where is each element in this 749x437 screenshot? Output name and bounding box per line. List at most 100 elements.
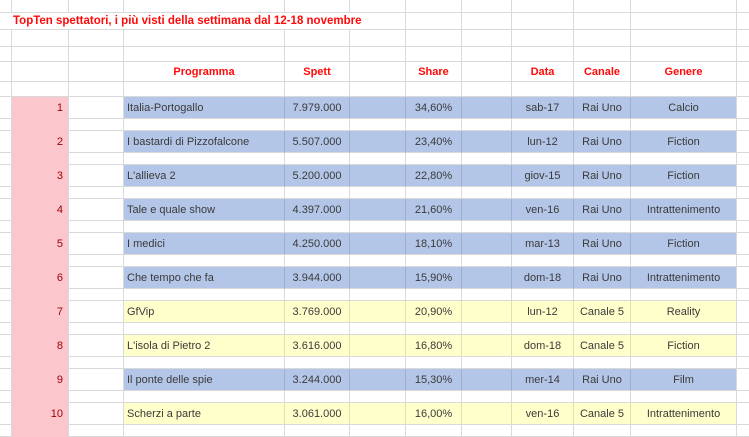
spett-cell[interactable]: 5.200.000 (285, 165, 350, 187)
data-cell[interactable]: giov-15 (512, 165, 574, 187)
canale-cell[interactable]: Rai Uno (574, 369, 631, 391)
canale-cell[interactable]: Rai Uno (574, 233, 631, 255)
empty-cell (124, 119, 285, 131)
rank-cell[interactable]: 10 (12, 403, 69, 425)
empty-cell (0, 255, 12, 267)
empty-band-cell (350, 233, 406, 255)
rank-cell[interactable]: 3 (12, 165, 69, 187)
empty-cell (737, 82, 749, 97)
genere-cell[interactable]: Intrattenimento (631, 403, 737, 425)
genere-cell[interactable]: Fiction (631, 233, 737, 255)
canale-cell[interactable]: Canale 5 (574, 301, 631, 323)
programma-cell[interactable]: GfVip (124, 301, 285, 323)
programma-cell[interactable]: I bastardi di Pizzofalcone (124, 131, 285, 153)
canale-cell[interactable]: Rai Uno (574, 131, 631, 153)
share-cell[interactable]: 15,30% (406, 369, 462, 391)
rank-cell[interactable]: 9 (12, 369, 69, 391)
rank-cell[interactable]: 8 (12, 335, 69, 357)
data-cell[interactable]: dom-18 (512, 267, 574, 289)
share-cell[interactable]: 22,80% (406, 165, 462, 187)
data-cell[interactable]: ven-16 (512, 199, 574, 221)
share-cell[interactable]: 20,90% (406, 301, 462, 323)
genere-cell[interactable]: Film (631, 369, 737, 391)
header-share[interactable]: Share (406, 62, 462, 82)
empty-cell (406, 187, 462, 199)
empty-cell (737, 97, 749, 119)
rank-cell[interactable]: 4 (12, 199, 69, 221)
header-genere[interactable]: Genere (631, 62, 737, 82)
empty-cell (124, 357, 285, 369)
canale-cell[interactable]: Canale 5 (574, 335, 631, 357)
canale-cell[interactable]: Rai Uno (574, 97, 631, 119)
genere-cell[interactable]: Intrattenimento (631, 267, 737, 289)
data-cell[interactable]: sab-17 (512, 97, 574, 119)
empty-band-cell (462, 131, 512, 153)
rank-cell[interactable]: 6 (12, 267, 69, 289)
spett-cell[interactable]: 3.944.000 (285, 267, 350, 289)
header-programma[interactable]: Programma (124, 62, 285, 82)
spett-cell[interactable]: 4.397.000 (285, 199, 350, 221)
empty-cell (285, 357, 350, 369)
share-cell[interactable]: 16,80% (406, 335, 462, 357)
rank-cell[interactable]: 5 (12, 233, 69, 255)
spett-cell[interactable]: 5.507.000 (285, 131, 350, 153)
spett-cell[interactable]: 4.250.000 (285, 233, 350, 255)
share-cell[interactable]: 34,60% (406, 97, 462, 119)
programma-cell[interactable]: Tale e quale show (124, 199, 285, 221)
data-cell[interactable]: lun-12 (512, 301, 574, 323)
data-cell[interactable]: dom-18 (512, 335, 574, 357)
rank-cell[interactable]: 7 (12, 301, 69, 323)
genere-cell[interactable]: Fiction (631, 335, 737, 357)
rank-cell[interactable]: 1 (12, 97, 69, 119)
empty-cell (0, 131, 12, 153)
programma-cell[interactable]: Il ponte delle spie (124, 369, 285, 391)
programma-cell[interactable]: I medici (124, 233, 285, 255)
empty-cell (737, 0, 749, 13)
spett-cell[interactable]: 7.979.000 (285, 97, 350, 119)
data-cell[interactable]: ven-16 (512, 403, 574, 425)
programma-cell[interactable]: Che tempo che fa (124, 267, 285, 289)
canale-cell[interactable]: Rai Uno (574, 165, 631, 187)
spett-cell[interactable]: 3.616.000 (285, 335, 350, 357)
genere-cell[interactable]: Fiction (631, 165, 737, 187)
share-cell[interactable]: 16,00% (406, 403, 462, 425)
genere-cell[interactable]: Calcio (631, 97, 737, 119)
empty-cell (285, 289, 350, 301)
header-spett[interactable]: Spett (285, 62, 350, 82)
empty-cell (631, 30, 737, 47)
rank-cell[interactable]: 2 (12, 131, 69, 153)
programma-cell[interactable]: Italia-Portogallo (124, 97, 285, 119)
empty-cell (512, 323, 574, 335)
spett-cell[interactable]: 3.061.000 (285, 403, 350, 425)
canale-cell[interactable]: Canale 5 (574, 403, 631, 425)
genere-cell[interactable]: Reality (631, 301, 737, 323)
share-cell[interactable]: 21,60% (406, 199, 462, 221)
spett-cell[interactable]: 3.244.000 (285, 369, 350, 391)
empty-cell (350, 255, 406, 267)
data-cell[interactable]: mer-14 (512, 369, 574, 391)
genere-cell[interactable]: Intrattenimento (631, 199, 737, 221)
empty-cell (512, 289, 574, 301)
data-cell[interactable]: mar-13 (512, 233, 574, 255)
sheet-title[interactable]: TopTen spettatori, i più visti della set… (0, 13, 406, 30)
empty-cell (737, 301, 749, 323)
canale-cell[interactable]: Rai Uno (574, 199, 631, 221)
genere-cell[interactable]: Fiction (631, 131, 737, 153)
empty-cell (512, 119, 574, 131)
data-cell[interactable]: lun-12 (512, 131, 574, 153)
programma-cell[interactable]: Scherzi a parte (124, 403, 285, 425)
empty-cell (0, 323, 12, 335)
share-cell[interactable]: 18,10% (406, 233, 462, 255)
share-cell[interactable]: 23,40% (406, 131, 462, 153)
empty-cell (574, 357, 631, 369)
rank-column-fill (12, 289, 69, 301)
programma-cell[interactable]: L'allieva 2 (124, 165, 285, 187)
share-cell[interactable]: 15,90% (406, 267, 462, 289)
spett-cell[interactable]: 3.769.000 (285, 301, 350, 323)
programma-cell[interactable]: L'isola di Pietro 2 (124, 335, 285, 357)
header-canale[interactable]: Canale (574, 62, 631, 82)
header-data[interactable]: Data (512, 62, 574, 82)
empty-band-cell (462, 403, 512, 425)
canale-cell[interactable]: Rai Uno (574, 267, 631, 289)
empty-cell (124, 187, 285, 199)
